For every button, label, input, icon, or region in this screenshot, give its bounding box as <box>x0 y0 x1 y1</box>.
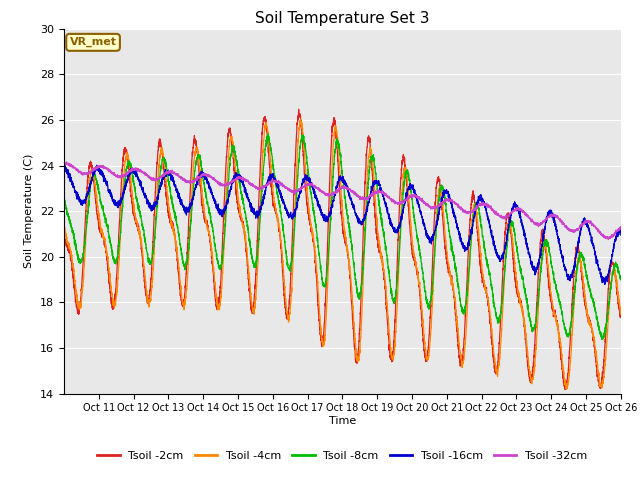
Text: VR_met: VR_met <box>70 37 116 48</box>
Tsoil -4cm <box>420 335 428 340</box>
Tsoil -32cm <box>63 159 70 165</box>
Tsoil -8cm <box>496 313 504 319</box>
Tsoil -4cm <box>431 234 439 240</box>
Tsoil -16cm <box>601 282 609 288</box>
Tsoil -2cm <box>60 231 68 237</box>
Tsoil -4cm <box>156 152 164 158</box>
Tsoil -32cm <box>488 207 496 213</box>
Tsoil -16cm <box>156 184 164 190</box>
Tsoil -4cm <box>496 350 504 356</box>
Tsoil -16cm <box>431 225 439 230</box>
Tsoil -16cm <box>488 234 496 240</box>
Tsoil -32cm <box>60 161 68 167</box>
Tsoil -32cm <box>420 200 428 205</box>
Title: Soil Temperature Set 3: Soil Temperature Set 3 <box>255 11 429 26</box>
Tsoil -32cm <box>431 206 439 212</box>
Tsoil -2cm <box>488 338 496 344</box>
Tsoil -8cm <box>420 284 428 290</box>
Tsoil -32cm <box>156 175 164 181</box>
Tsoil -4cm <box>617 309 625 314</box>
Tsoil -2cm <box>617 314 625 320</box>
Tsoil -8cm <box>264 131 272 137</box>
Tsoil -16cm <box>61 161 68 167</box>
Tsoil -2cm <box>295 107 303 112</box>
Tsoil -2cm <box>431 203 439 208</box>
Tsoil -4cm <box>472 204 479 209</box>
Tsoil -2cm <box>420 347 428 352</box>
Tsoil -2cm <box>472 206 479 212</box>
Tsoil -16cm <box>496 256 504 262</box>
Line: Tsoil -4cm: Tsoil -4cm <box>64 119 621 389</box>
Tsoil -32cm <box>496 214 504 219</box>
Legend: Tsoil -2cm, Tsoil -4cm, Tsoil -8cm, Tsoil -16cm, Tsoil -32cm: Tsoil -2cm, Tsoil -4cm, Tsoil -8cm, Tsoi… <box>93 446 592 466</box>
Tsoil -8cm <box>598 336 606 342</box>
Tsoil -16cm <box>617 232 625 238</box>
Tsoil -32cm <box>617 225 625 230</box>
Tsoil -16cm <box>472 207 479 213</box>
Tsoil -16cm <box>420 221 428 227</box>
Tsoil -4cm <box>60 223 68 229</box>
Line: Tsoil -2cm: Tsoil -2cm <box>64 109 621 390</box>
Tsoil -2cm <box>561 387 569 393</box>
Tsoil -8cm <box>60 195 68 201</box>
Tsoil -32cm <box>604 236 612 242</box>
Line: Tsoil -16cm: Tsoil -16cm <box>64 164 621 285</box>
Line: Tsoil -32cm: Tsoil -32cm <box>64 162 621 239</box>
Tsoil -16cm <box>60 164 68 169</box>
Tsoil -4cm <box>563 386 570 392</box>
X-axis label: Time: Time <box>329 416 356 426</box>
Tsoil -32cm <box>472 206 479 212</box>
Tsoil -2cm <box>156 141 164 147</box>
Y-axis label: Soil Temperature (C): Soil Temperature (C) <box>24 154 35 268</box>
Line: Tsoil -8cm: Tsoil -8cm <box>64 134 621 339</box>
Tsoil -8cm <box>617 277 625 283</box>
Tsoil -8cm <box>156 174 164 180</box>
Tsoil -4cm <box>488 327 496 333</box>
Tsoil -8cm <box>431 239 439 244</box>
Tsoil -8cm <box>472 202 479 207</box>
Tsoil -4cm <box>297 116 305 122</box>
Tsoil -8cm <box>488 287 496 292</box>
Tsoil -2cm <box>496 326 504 332</box>
